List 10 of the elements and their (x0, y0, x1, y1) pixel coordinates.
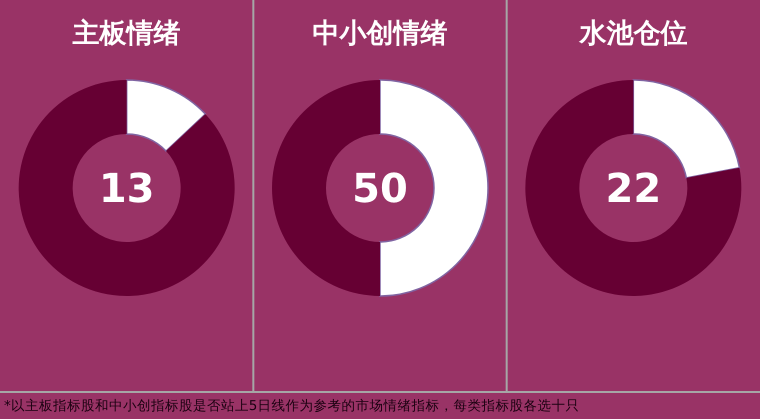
chart-title: 中小创情绪 (312, 18, 448, 49)
chart-title: 主板情绪 (72, 18, 181, 49)
chart-title: 水池仓位 (578, 18, 688, 49)
donut-slice (525, 80, 742, 296)
text: 50 (352, 166, 408, 212)
donut-slice (18, 80, 235, 296)
text: 22 (605, 166, 662, 212)
text: *以主板指标股和中小创指标股是否站上5日线作为参考的市场情绪指标，每类指标股各选十只 (4, 398, 580, 414)
donut-slice (126, 79, 206, 152)
text: 13 (98, 166, 155, 212)
